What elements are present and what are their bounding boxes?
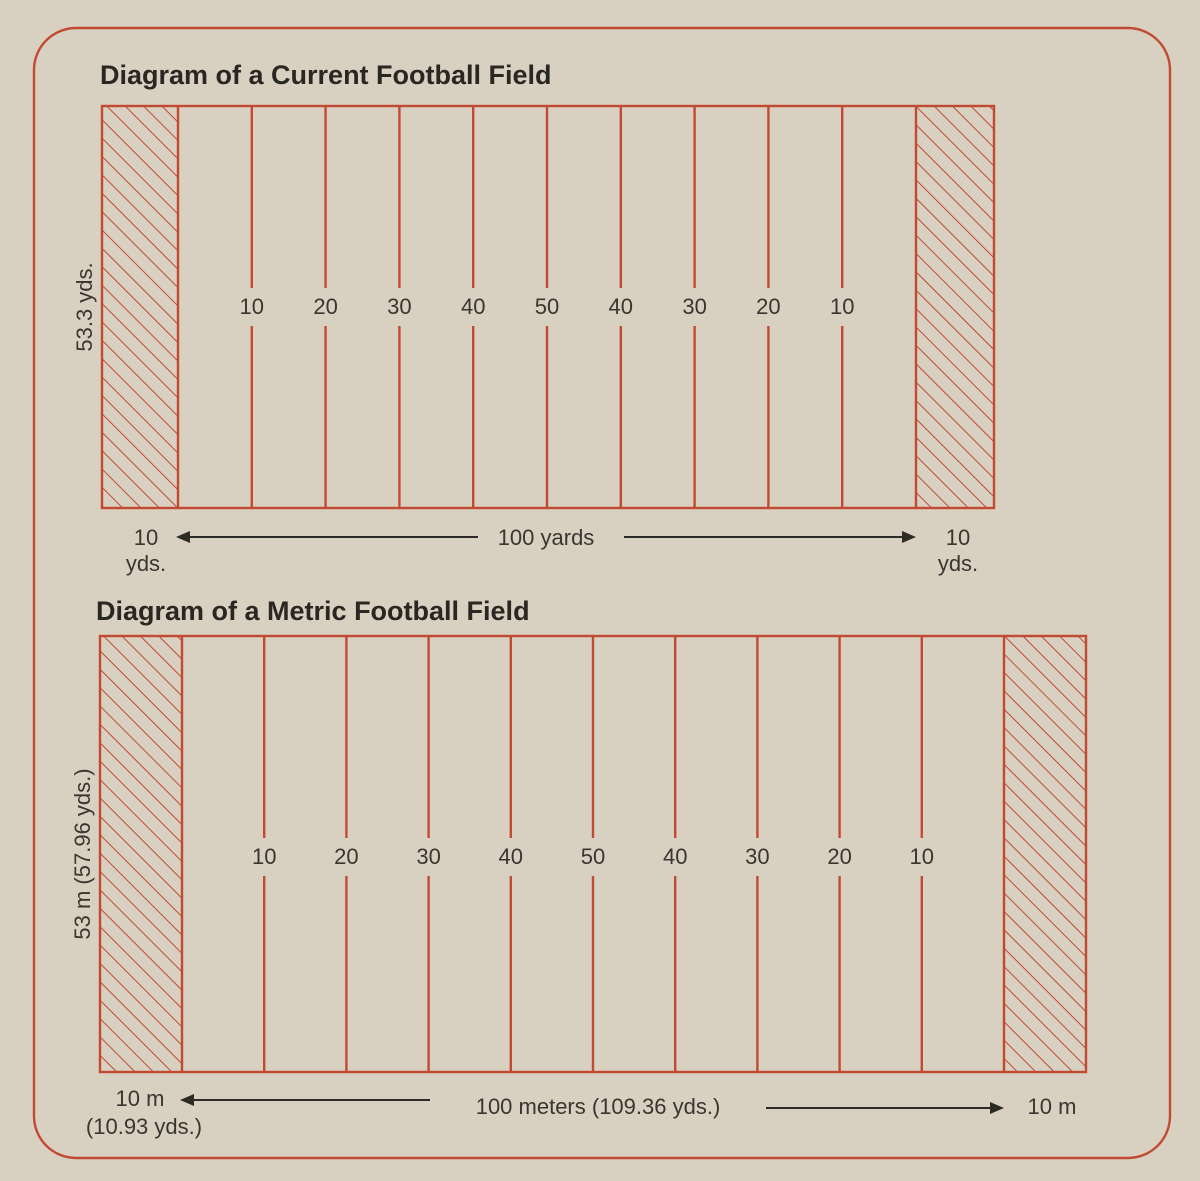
current-left-endzone <box>102 106 178 508</box>
metric-yard-label-1: 10 <box>252 844 276 869</box>
metric-width-label: 53 m (57.96 yds.) <box>70 768 95 939</box>
current-arrow-right-head <box>902 531 916 543</box>
current-right-endzone-label-2: yds. <box>938 551 978 576</box>
current-arrow-left-head <box>176 531 190 543</box>
metric-yard-label-6: 40 <box>663 844 687 869</box>
metric-length-dimension: 100 meters (109.36 yds.) <box>180 1094 1004 1119</box>
current-left-endzone-label-1: 10 <box>134 525 158 550</box>
metric-yard-label-2: 20 <box>334 844 358 869</box>
current-field-title: Diagram of a Current Football Field <box>100 60 552 90</box>
metric-arrow-left-head <box>180 1094 194 1106</box>
current-right-endzone <box>916 106 994 508</box>
current-yard-label-4: 40 <box>461 294 485 319</box>
current-yard-label-7: 30 <box>682 294 706 319</box>
metric-right-endzone <box>1004 636 1086 1072</box>
current-right-endzone-label-1: 10 <box>946 525 970 550</box>
metric-yard-lines: 10 20 30 40 50 40 30 20 10 <box>252 636 934 1072</box>
current-width-label: 53.3 yds. <box>72 262 97 351</box>
current-yard-label-1: 10 <box>240 294 264 319</box>
current-left-endzone-label-2: yds. <box>126 551 166 576</box>
metric-left-endzone-label-1: 10 m <box>116 1086 165 1111</box>
metric-field: 10 20 30 40 50 40 30 20 10 <box>98 634 1088 1074</box>
current-field: 10 20 30 40 50 40 30 20 10 <box>100 104 996 510</box>
current-length-dimension: 100 yards <box>176 525 916 550</box>
current-yard-label-6: 40 <box>609 294 633 319</box>
metric-yard-label-3: 30 <box>416 844 440 869</box>
current-yard-label-8: 20 <box>756 294 780 319</box>
metric-yard-label-4: 40 <box>499 844 523 869</box>
current-length-label: 100 yards <box>498 525 595 550</box>
metric-yard-label-5: 50 <box>581 844 605 869</box>
current-yard-label-2: 20 <box>313 294 337 319</box>
outer-frame <box>32 26 1172 1160</box>
current-yard-label-3: 30 <box>387 294 411 319</box>
current-yard-label-9: 10 <box>830 294 854 319</box>
metric-length-label: 100 meters (109.36 yds.) <box>476 1094 721 1119</box>
metric-field-title: Diagram of a Metric Football Field <box>96 596 530 626</box>
metric-right-endzone-label-1: 10 m <box>1028 1094 1077 1119</box>
metric-left-endzone <box>100 636 182 1072</box>
metric-yard-label-7: 30 <box>745 844 769 869</box>
metric-arrow-right-head <box>990 1102 1004 1114</box>
current-yard-label-5: 50 <box>535 294 559 319</box>
current-yard-lines: 10 20 30 40 50 40 30 20 10 <box>240 106 854 508</box>
metric-left-endzone-label-2: (10.93 yds.) <box>86 1114 202 1139</box>
metric-yard-label-9: 10 <box>910 844 934 869</box>
metric-yard-label-8: 20 <box>827 844 851 869</box>
